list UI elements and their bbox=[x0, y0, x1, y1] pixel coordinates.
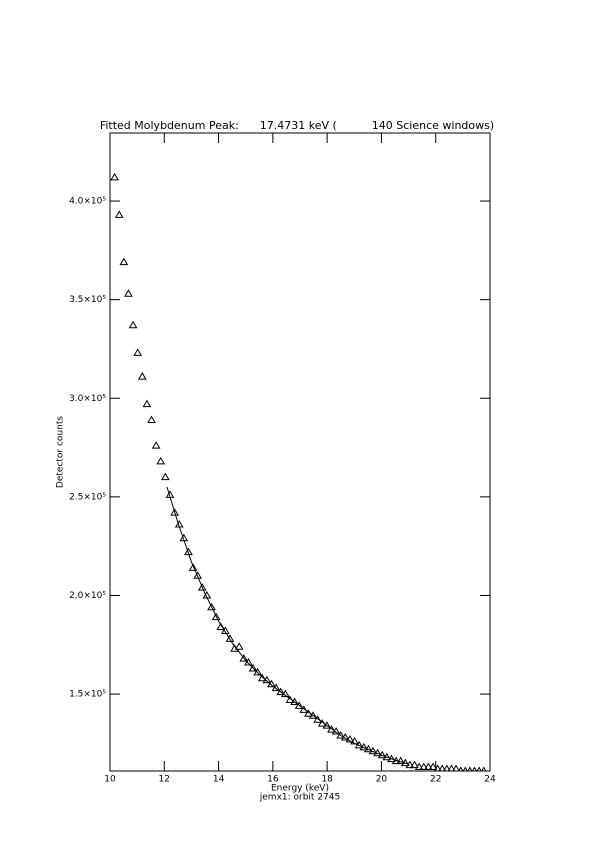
data-point bbox=[253, 667, 263, 676]
data-point bbox=[207, 602, 216, 611]
plot-frame bbox=[109, 132, 491, 772]
data-point bbox=[414, 762, 424, 771]
x-tick-label: 24 bbox=[484, 775, 496, 785]
data-point bbox=[119, 257, 129, 266]
y-axis-label: Detector counts bbox=[56, 416, 66, 488]
data-point bbox=[471, 766, 478, 771]
data-point bbox=[156, 456, 166, 465]
data-point bbox=[294, 701, 304, 709]
data-point bbox=[327, 725, 336, 733]
data-point bbox=[147, 415, 156, 423]
data-point bbox=[462, 766, 468, 771]
data-point bbox=[467, 766, 473, 771]
data-point bbox=[428, 762, 438, 771]
x-tick-label: 10 bbox=[104, 775, 116, 785]
data-point bbox=[396, 756, 406, 765]
data-point bbox=[257, 673, 267, 682]
data-point bbox=[220, 626, 230, 634]
data-point bbox=[447, 764, 456, 771]
data-point bbox=[405, 760, 415, 769]
chart-title: Fitted Molybdenum Peak: 17.4731 keV ( 14… bbox=[100, 119, 494, 132]
plot-area bbox=[110, 172, 487, 771]
footnote: jemx1: orbit 2745 bbox=[259, 793, 340, 803]
data-point bbox=[239, 654, 249, 662]
data-point bbox=[197, 583, 207, 591]
y-tick-label: 1.5×10⁵ bbox=[69, 690, 106, 700]
fit-line bbox=[166, 486, 409, 765]
data-point bbox=[170, 508, 179, 516]
data-point bbox=[313, 715, 323, 723]
data-point bbox=[438, 764, 446, 771]
x-tick-label: 22 bbox=[430, 775, 441, 785]
data-point bbox=[142, 399, 152, 408]
data-point bbox=[322, 721, 332, 729]
data-point bbox=[114, 210, 124, 218]
data-point bbox=[161, 472, 170, 481]
y-tick-label: 4.0×10⁵ bbox=[69, 197, 106, 207]
data-point bbox=[452, 764, 460, 771]
y-tick-label: 2.0×10⁵ bbox=[69, 591, 106, 601]
x-tick-label: 12 bbox=[159, 775, 170, 785]
data-point bbox=[137, 372, 147, 380]
y-tick-label: 3.5×10⁵ bbox=[69, 295, 106, 305]
data-point bbox=[128, 320, 138, 329]
x-tick-label: 18 bbox=[321, 775, 333, 785]
data-point bbox=[458, 766, 464, 771]
data-point bbox=[211, 612, 221, 621]
data-point bbox=[481, 766, 487, 771]
data-point bbox=[193, 571, 203, 579]
data-point bbox=[290, 697, 299, 705]
x-axis-label: Energy (keV) bbox=[271, 784, 329, 794]
data-point bbox=[424, 762, 433, 771]
y-tick-label: 2.5×10⁵ bbox=[69, 492, 106, 502]
data-point bbox=[443, 764, 451, 771]
data-point bbox=[336, 731, 346, 739]
data-point bbox=[276, 687, 286, 696]
y-tick-label: 3.0×10⁵ bbox=[69, 394, 106, 404]
data-point bbox=[225, 634, 235, 642]
data-point bbox=[476, 766, 482, 771]
data-point bbox=[124, 289, 133, 297]
data-point bbox=[419, 762, 429, 771]
data-point bbox=[133, 348, 143, 356]
data-point bbox=[151, 441, 161, 449]
x-tick-label: 16 bbox=[267, 775, 279, 785]
data-point bbox=[110, 172, 119, 181]
x-tick-label: 14 bbox=[213, 775, 225, 785]
data-point bbox=[308, 711, 318, 719]
data-point bbox=[345, 734, 355, 743]
data-point bbox=[188, 563, 198, 571]
data-point bbox=[248, 663, 258, 672]
data-point bbox=[234, 642, 244, 650]
x-tick-label: 20 bbox=[376, 775, 388, 785]
data-point bbox=[410, 760, 419, 769]
